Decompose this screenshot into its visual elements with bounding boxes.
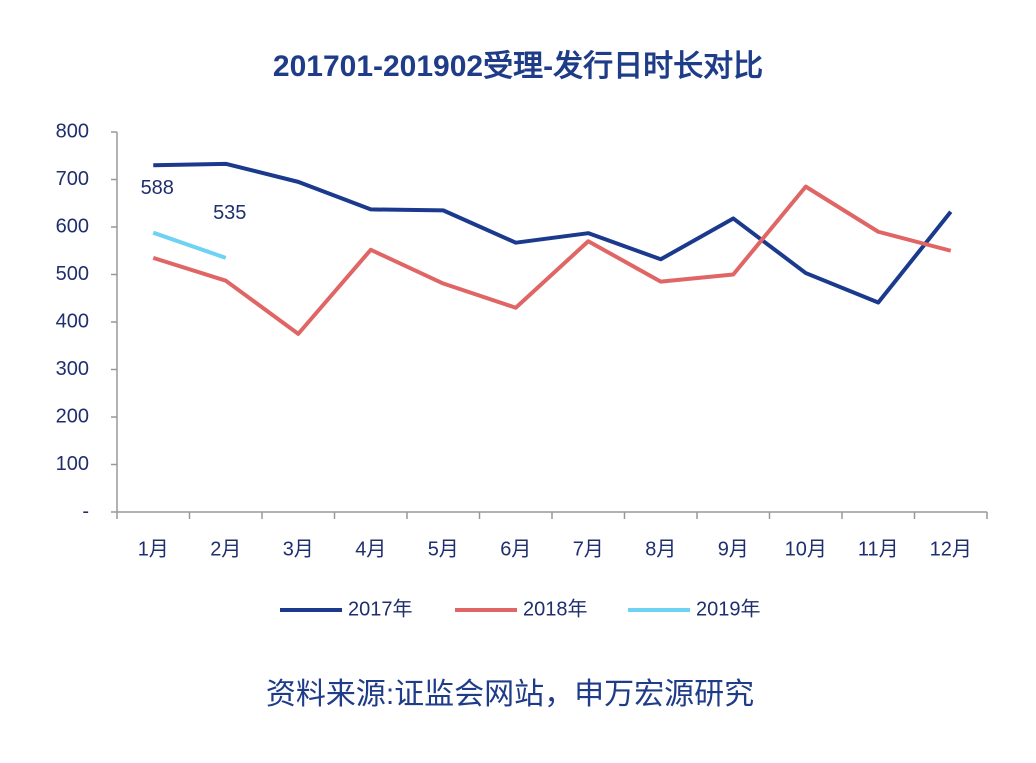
y-tick-label: 100 [56,453,89,475]
y-tick-label: - [82,500,89,522]
y-tick-label: 200 [56,405,89,427]
y-tick-label: 400 [56,310,89,332]
data-label: 535 [213,202,246,224]
y-tick-label: 800 [56,120,89,142]
x-tick-label: 10月 [785,538,827,560]
legend-label: 2018年 [523,597,588,620]
source-note: 资料来源:证监会网站，申万宏源研究 [266,678,754,711]
line-series [152,230,227,260]
x-tick-label: 2月 [210,538,241,560]
chart-title: 201701-201902受理-发行日时长对比 [273,50,763,83]
legend-label: 2017年 [348,597,413,620]
legend-label: 2019年 [696,597,761,620]
y-tick-label: 300 [56,358,89,380]
y-tick-label: 700 [56,168,89,190]
x-tick-label: 8月 [645,538,676,560]
line-series [152,184,952,336]
x-tick-label: 4月 [355,538,386,560]
x-tick-label: 1月 [138,538,169,560]
x-tick-label: 3月 [283,538,314,560]
y-tick-label: 500 [56,263,89,285]
x-tick-label: 9月 [718,538,749,560]
line-series [153,161,953,305]
y-tick-label: 600 [56,215,89,237]
data-label: 588 [141,177,174,199]
x-tick-label: 11月 [858,538,899,560]
x-tick-label: 7月 [573,538,604,560]
x-tick-label: 5月 [428,538,459,560]
x-tick-label: 12月 [930,538,972,560]
x-tick-label: 6月 [500,538,531,560]
